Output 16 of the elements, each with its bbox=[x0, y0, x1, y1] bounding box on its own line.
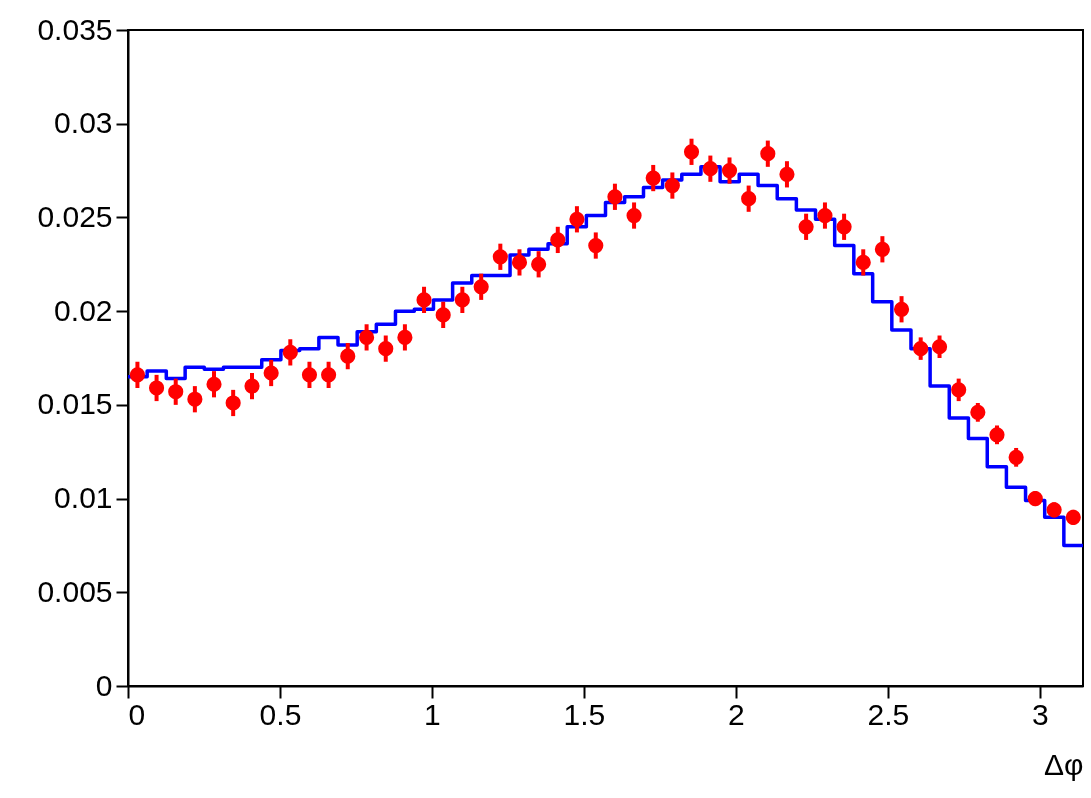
x-tick-label: 0 bbox=[128, 697, 146, 731]
y-tick-label: 0.005 bbox=[37, 574, 113, 608]
x-tick-label: 1 bbox=[424, 697, 441, 731]
y-tick-label: 0.03 bbox=[54, 106, 113, 140]
x-axis-title: Δφ bbox=[1044, 747, 1084, 781]
y-tick-label: 0.025 bbox=[37, 199, 113, 233]
x-tick-label: 1.5 bbox=[563, 697, 606, 731]
x-tick-label: 2 bbox=[728, 697, 745, 731]
y-tick-label: 0 bbox=[95, 668, 113, 702]
x-tick-label: 2.5 bbox=[867, 697, 910, 731]
y-tick-label: 0.02 bbox=[54, 293, 113, 327]
y-tick-label: 0.035 bbox=[37, 12, 113, 46]
x-tick-label: 0.5 bbox=[259, 697, 302, 731]
y-tick-label: 0.015 bbox=[37, 387, 113, 421]
y-tick-label: 0.01 bbox=[54, 481, 113, 515]
x-tick-label: 3 bbox=[1032, 697, 1049, 731]
